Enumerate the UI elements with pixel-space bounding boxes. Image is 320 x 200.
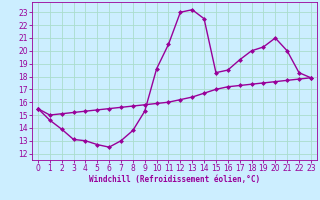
X-axis label: Windchill (Refroidissement éolien,°C): Windchill (Refroidissement éolien,°C): [89, 175, 260, 184]
